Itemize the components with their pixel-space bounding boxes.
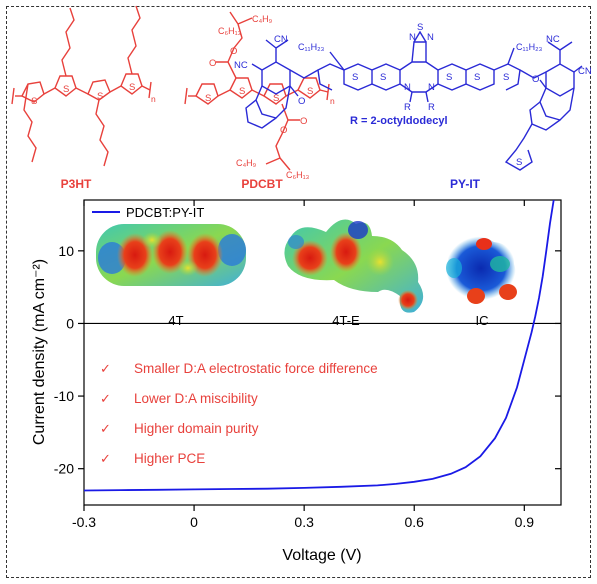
legend-label: PDCBT:PY-IT [126,205,204,220]
pdcbt-s-label: S [205,93,211,104]
finding-item: Higher PCE [134,451,205,466]
pdcbt-sidechain-label: C₄H₉ [252,14,273,24]
esp-label-ic: IC [476,313,489,328]
pyit-cn-label: NC [546,34,560,45]
pdcbt-s-label: S [307,86,313,97]
pdcbt-o-label: O [280,125,287,136]
pyit-n-label: N [404,82,411,93]
pyit-label: PY-IT [450,177,481,191]
p3ht-s-label: S [129,82,135,93]
esp-map-4t [96,224,246,286]
p3ht-s-label: S [31,96,37,107]
legend: PDCBT:PY-IT [92,205,204,220]
pdcbt-n-label: n [330,96,335,106]
check-mark-icon: ✓ [100,391,111,406]
pyit-atom-label: N [427,32,434,43]
finding-item: Smaller D:A electrostatic force differen… [134,361,378,376]
x-tick-label: 0.3 [294,514,314,530]
pdcbt-o-label: O [300,116,307,127]
pyit-cn-label: CN [578,66,592,77]
x-axis-ticks: -0.3 0 0.3 0.6 0.9 [72,200,534,530]
pyit-atom-label: S [417,22,423,33]
figure-frame [6,6,591,578]
x-tick-label: -0.3 [72,514,96,530]
p3ht-label: P3HT [61,177,92,191]
pyit-r-note: R = 2-octyldodecyl [350,115,448,127]
check-mark-icon: ✓ [100,451,111,466]
pyit-cn-label: NC [234,60,248,71]
pdcbt-s-label: S [239,86,245,97]
y-tick-label: -10 [54,388,74,404]
x-tick-label: 0 [190,514,198,530]
p3ht-s-label: S [63,84,69,95]
pdcbt-o-label: O [209,58,216,69]
pdcbt-sidechain-label: C₆H₁₃ [218,26,242,36]
pyit-alkyl-label: C₁₁H₂₃ [298,42,325,52]
pyit-s-label: S [503,72,509,83]
pyit-s-label: S [516,157,522,168]
pyit-o-label: O [532,74,539,85]
pyit-atom-label: N [409,32,416,43]
pyit-s-label: S [352,72,358,83]
finding-item: Higher domain purity [134,421,259,436]
y-tick-label: 10 [58,243,74,259]
pdcbt-sidechain-label: C₆H₁₃ [286,170,310,180]
p3ht-structure [11,5,152,167]
jv-chart: -0.3 0 0.3 0.6 0.9 -20 -10 0 10 [31,199,562,564]
y-axis-title: Current density (mA cm⁻²) [31,259,48,445]
pyit-s-label: S [474,72,480,83]
x-tick-label: 0.6 [404,514,424,530]
pyit-s-label: S [380,72,386,83]
x-tick-label: 0.9 [515,514,535,530]
plot-area [83,199,562,506]
finding-item: Lower D:A miscibility [134,391,258,406]
check-mark-icon: ✓ [100,361,111,376]
pyit-r-label: R [428,102,435,113]
esp-map-ic [446,236,517,304]
pyit-s-label: S [446,72,452,83]
pdcbt-o-label: O [230,46,237,57]
esp-map-4t-e [284,219,424,313]
y-tick-label: 0 [66,315,74,331]
pyit-cn-label: CN [274,34,288,45]
p3ht-s-label: S [97,91,103,102]
check-mark-icon: ✓ [100,421,111,436]
series-line-pdcbt-py-it [83,199,555,492]
pdcbt-label: PDCBT [241,177,283,191]
p3ht-n-label: n [151,94,156,104]
pyit-structure [245,30,583,171]
y-axis-ticks: -20 -10 0 10 [54,243,561,477]
pdcbt-sidechain-label: C₄H₉ [236,158,257,168]
pyit-o-label: O [298,96,305,107]
y-tick-label: -20 [54,461,74,477]
pyit-n-label: N [428,82,435,93]
findings-list: ✓ Smaller D:A electrostatic force differe… [100,361,378,466]
pyit-alkyl-label: C₁₁H₂₃ [516,42,543,52]
pdcbt-s-label: S [273,93,279,104]
esp-label-4t-e: 4T-E [332,313,360,328]
esp-label-4t: 4T [168,313,183,328]
pyit-r-label: R [404,102,411,113]
x-axis-title: Voltage (V) [282,547,361,564]
